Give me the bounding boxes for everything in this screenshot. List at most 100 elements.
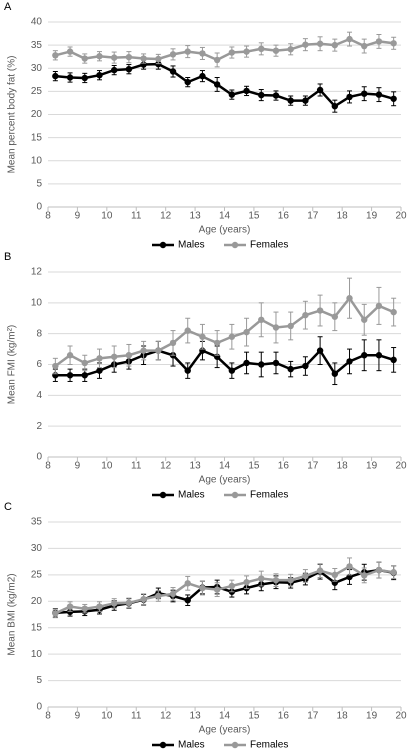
- x-tick-label: 13: [190, 211, 202, 222]
- y-tick-label: 10: [31, 649, 43, 660]
- point: [125, 65, 133, 73]
- point: [302, 311, 309, 319]
- x-tick-label: 11: [131, 461, 142, 472]
- point: [213, 339, 221, 347]
- legend-label: Males: [178, 240, 205, 251]
- point: [390, 569, 397, 576]
- point: [228, 582, 236, 590]
- point: [184, 580, 191, 587]
- x-tick-label: 12: [160, 711, 172, 722]
- y-tick-label: 12: [31, 267, 43, 278]
- series-line: [55, 37, 394, 62]
- point: [155, 592, 162, 600]
- point: [243, 87, 250, 95]
- series-line: [55, 62, 394, 108]
- legend-label: Males: [178, 740, 205, 750]
- legend-marker: [231, 491, 239, 499]
- point: [81, 74, 88, 82]
- x-tick-label: 17: [307, 461, 319, 472]
- x-tick-label: 11: [131, 711, 142, 722]
- y-axis-label: Mean FMI (kg/m²): [7, 325, 18, 404]
- y-tick-label: 5: [36, 179, 42, 190]
- point: [213, 81, 221, 88]
- point: [169, 68, 177, 75]
- point: [390, 356, 397, 364]
- y-tick-label: 6: [36, 359, 42, 370]
- y-tick-label: 15: [31, 622, 43, 633]
- point: [228, 367, 236, 374]
- point: [302, 41, 309, 48]
- point: [390, 308, 397, 316]
- y-tick-label: 15: [31, 132, 43, 143]
- point: [125, 599, 133, 607]
- point: [66, 48, 74, 55]
- x-tick-label: 9: [75, 461, 81, 472]
- point: [302, 572, 309, 580]
- y-tick-label: 2: [36, 421, 42, 432]
- x-tick-label: 20: [395, 211, 407, 222]
- x-tick-label: 19: [366, 711, 378, 722]
- point: [287, 576, 294, 584]
- point: [361, 352, 368, 359]
- legend-label: Females: [250, 240, 288, 251]
- series-line: [55, 348, 395, 377]
- point: [316, 40, 324, 47]
- x-tick-label: 10: [101, 461, 113, 472]
- point: [110, 54, 118, 61]
- point: [272, 576, 280, 584]
- x-axis-label: Age (years): [199, 475, 251, 486]
- x-axis-label: Age (years): [199, 725, 251, 736]
- legend-marker: [159, 741, 167, 749]
- point: [346, 35, 353, 43]
- point: [96, 53, 103, 60]
- y-tick-label: 20: [31, 596, 43, 607]
- x-tick-label: 19: [366, 461, 378, 472]
- point: [302, 97, 309, 104]
- x-tick-label: 15: [248, 211, 260, 222]
- x-tick-label: 16: [278, 711, 290, 722]
- point: [272, 92, 280, 99]
- point: [81, 605, 88, 612]
- point: [331, 313, 339, 320]
- point: [199, 50, 206, 57]
- point: [331, 571, 339, 579]
- point: [331, 370, 339, 377]
- legend-marker: [159, 491, 167, 499]
- point: [287, 365, 294, 373]
- point: [110, 353, 118, 360]
- x-tick-label: 14: [219, 461, 231, 472]
- point: [331, 41, 339, 49]
- point: [66, 372, 74, 379]
- x-tick-label: 15: [248, 461, 260, 472]
- x-axis-label: Age (years): [199, 225, 251, 236]
- series-line: [55, 568, 394, 615]
- point: [169, 339, 177, 347]
- point: [287, 46, 294, 53]
- legend-label: Females: [250, 490, 288, 501]
- y-tick-label: 10: [31, 155, 43, 166]
- point: [243, 359, 250, 367]
- point: [258, 45, 265, 53]
- y-tick-label: 30: [31, 63, 43, 74]
- point: [199, 72, 206, 80]
- point: [361, 90, 368, 97]
- point: [213, 586, 221, 593]
- point: [316, 567, 324, 574]
- panel-label: A: [4, 1, 12, 13]
- point: [361, 572, 368, 579]
- point: [243, 48, 250, 55]
- x-tick-label: 12: [160, 461, 172, 472]
- point: [110, 600, 118, 607]
- point: [169, 51, 177, 58]
- point: [361, 42, 368, 50]
- x-tick-label: 13: [190, 711, 202, 722]
- point: [96, 71, 103, 79]
- point: [184, 327, 191, 334]
- x-tick-label: 20: [395, 711, 407, 722]
- point: [272, 324, 280, 331]
- point: [375, 352, 383, 359]
- y-tick-label: 20: [31, 109, 43, 120]
- y-tick-label: 25: [31, 86, 43, 97]
- legend-marker: [231, 241, 239, 249]
